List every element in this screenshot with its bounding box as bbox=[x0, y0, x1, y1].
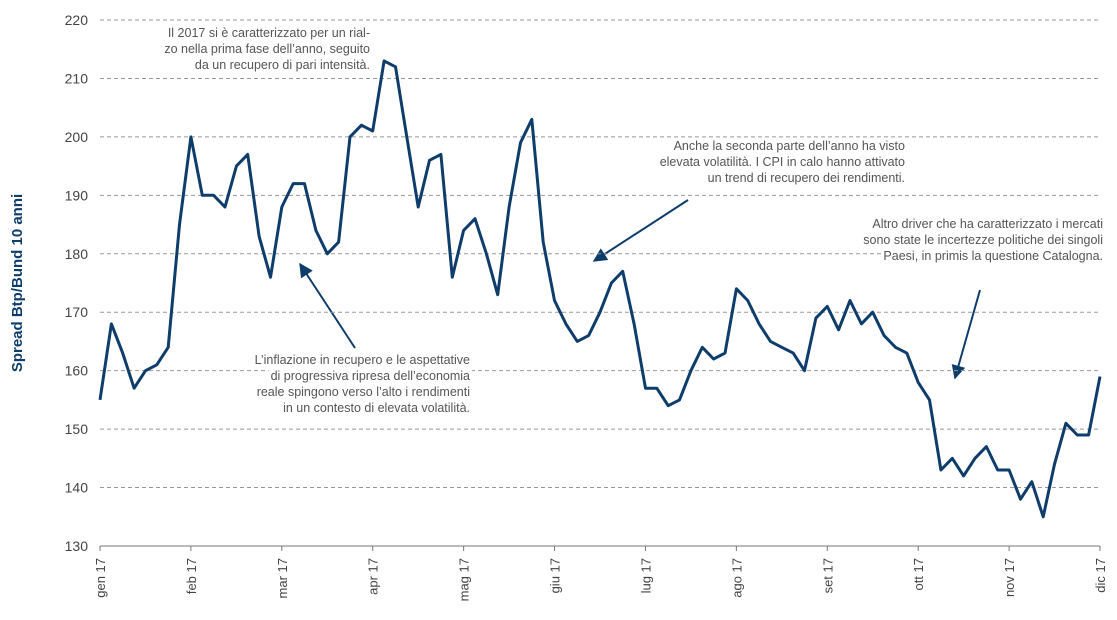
arrow bbox=[951, 289, 981, 380]
annotation: elevata volatilità. I CPI in calo hanno … bbox=[660, 155, 905, 169]
annotation: L’inflazione in recupero e le aspettativ… bbox=[255, 353, 470, 367]
x-tick-label: ott 17 bbox=[911, 558, 926, 591]
x-tick-label: set 17 bbox=[820, 558, 835, 593]
annotation-bg bbox=[165, 26, 372, 40]
annotation-bg bbox=[192, 58, 372, 72]
y-tick-label: 170 bbox=[65, 304, 89, 320]
annotation: in un contesto di elevata volatilità. bbox=[283, 401, 470, 415]
annotation-bg bbox=[162, 42, 373, 56]
annotation-bg bbox=[671, 139, 908, 153]
annotation-bg bbox=[281, 401, 472, 415]
annotation-bg bbox=[870, 217, 1105, 231]
annotation-bg bbox=[861, 233, 1105, 247]
annotation: Il 2017 si è caratterizzato per un rial- bbox=[168, 26, 370, 40]
annotation: zo nella prima fase dell’anno, seguito bbox=[164, 42, 370, 56]
annotation: da un recupero di pari intensità. bbox=[195, 58, 370, 72]
plot: 130 140 150 160 170 180 190 200 210 220 gen 17 feb … bbox=[65, 12, 1108, 601]
x-tick-label: gen 17 bbox=[93, 558, 108, 598]
annotation-bg bbox=[881, 249, 1105, 263]
x-tick-label: giu 17 bbox=[548, 558, 563, 593]
y-tick-label: 160 bbox=[65, 363, 89, 379]
annotation: Anche la seconda parte dell’anno ha vist… bbox=[674, 139, 905, 153]
annotation: Altro driver che ha caratterizzato i mer… bbox=[872, 217, 1103, 231]
annotation: di progressiva ripresa dell’economia bbox=[271, 369, 470, 383]
y-tick-label: 130 bbox=[65, 538, 89, 554]
x-tick-label: ago 17 bbox=[729, 558, 744, 598]
annotation: sono state le incertezze politiche dei s… bbox=[863, 233, 1103, 247]
y-axis-label: Spread Btp/Bund 10 anni bbox=[9, 194, 26, 372]
y-tick-label: 200 bbox=[65, 129, 89, 145]
x-tick-label: mar 17 bbox=[275, 558, 290, 598]
x-tick-label: mag 17 bbox=[457, 558, 472, 601]
y-tick-label: 140 bbox=[65, 480, 89, 496]
y-tick-label: 180 bbox=[65, 246, 89, 262]
annotation: reale spingono verso l’alto i rendimenti bbox=[257, 385, 470, 399]
arrow bbox=[592, 199, 689, 262]
annotation-bg bbox=[268, 369, 473, 383]
x-tick-label: apr 17 bbox=[366, 558, 381, 595]
x-tick-label: nov 17 bbox=[1002, 558, 1017, 597]
arrow bbox=[299, 262, 356, 349]
x-tick-label: feb 17 bbox=[184, 558, 199, 594]
data-line bbox=[98, 59, 1102, 519]
annotation: Paesi, in primis la questione Catalogna. bbox=[883, 249, 1103, 263]
x-tick-label: lug 17 bbox=[638, 558, 653, 593]
annotation-bg bbox=[657, 155, 908, 169]
y-tick-label: 210 bbox=[65, 70, 89, 86]
annotation-bg bbox=[254, 385, 472, 399]
x-tick-label: dic 17 bbox=[1093, 558, 1108, 593]
y-tick-label: 150 bbox=[65, 421, 89, 437]
annotation: un trend di recupero dei rendimenti. bbox=[708, 171, 905, 185]
y-tick-label: 220 bbox=[65, 12, 89, 28]
annotation-bg bbox=[705, 171, 907, 185]
annotation-bg bbox=[252, 353, 473, 367]
y-tick-label: 190 bbox=[65, 187, 89, 203]
